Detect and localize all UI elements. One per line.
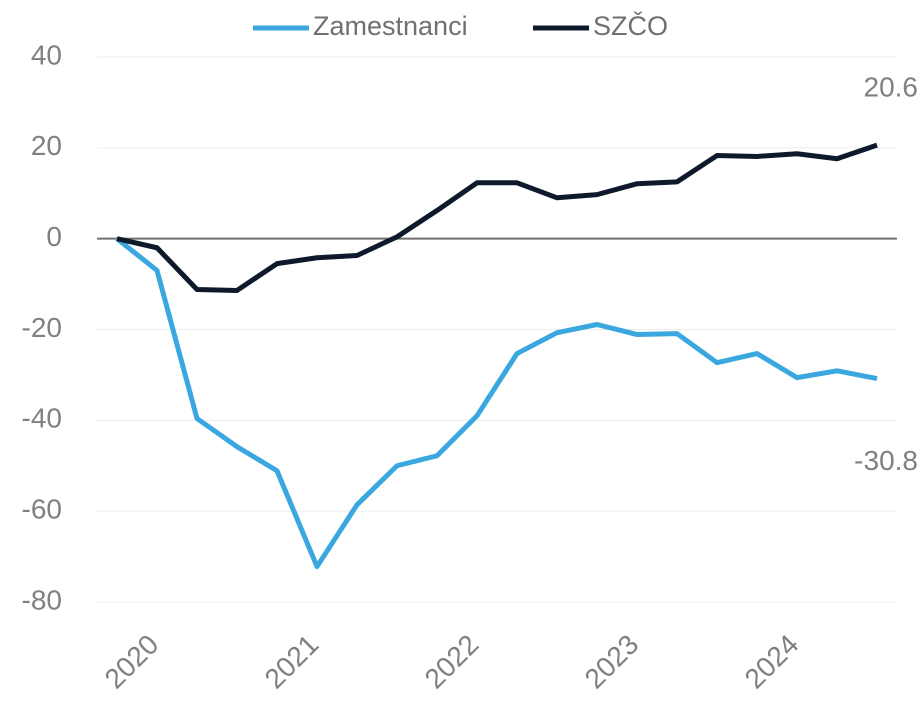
y-tick-label: 20: [31, 130, 62, 161]
y-tick-label: -60: [22, 494, 62, 525]
y-tick-label: 0: [46, 221, 62, 252]
x-tick-label: 2023: [579, 629, 645, 695]
legend-label: Zamestnanci: [313, 11, 468, 41]
y-tick-label: -40: [22, 403, 62, 434]
end-label: -30.8: [854, 445, 918, 476]
legend-item: Zamestnanci: [253, 11, 468, 41]
y-tick-label: -20: [22, 312, 62, 343]
y-tick-label: -80: [22, 584, 62, 615]
x-tick-label: 2022: [419, 629, 485, 695]
end-label: 20.6: [864, 71, 919, 102]
series-line: [116, 142, 878, 293]
x-tick-label: 2020: [99, 629, 165, 695]
y-tick-label: 40: [31, 39, 62, 70]
series-line: [115, 236, 878, 570]
x-tick-label: 2021: [259, 629, 325, 695]
legend-label: SZČO: [593, 10, 668, 41]
x-tick-label: 2024: [739, 629, 805, 695]
legend-item: SZČO: [533, 10, 668, 41]
